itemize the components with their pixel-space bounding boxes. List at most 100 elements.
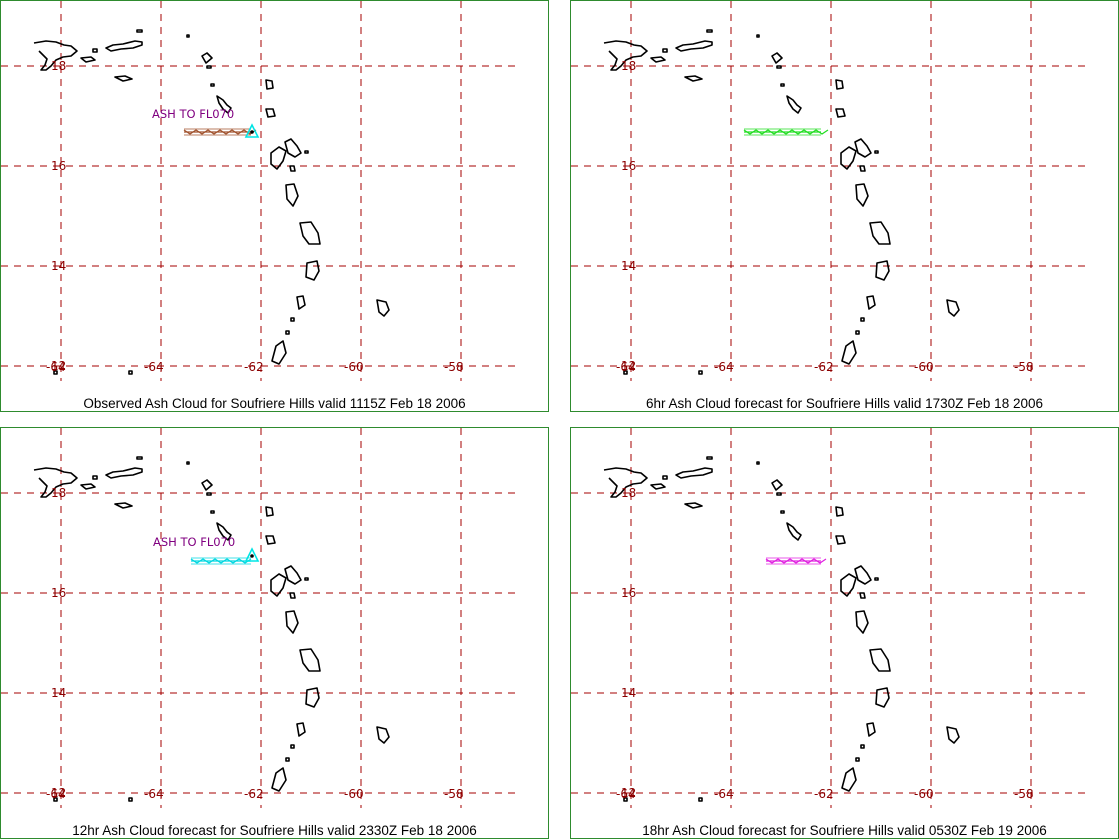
- longitude-label: -64: [46, 787, 66, 801]
- island-outline: [285, 330, 290, 335]
- island-outline: [771, 52, 783, 64]
- ash-altitude-label: ASH TO FL070: [152, 107, 234, 121]
- latitude-label: 12: [621, 786, 636, 800]
- latitude-label: 12: [621, 359, 636, 373]
- latitude-label: 12: [51, 786, 66, 800]
- island-outline: [53, 797, 58, 802]
- ash-cloud-plume: [190, 557, 252, 565]
- island-outline: [650, 483, 666, 490]
- island-outline: [285, 757, 290, 762]
- longitude-label: -62: [814, 360, 834, 374]
- island-outline: [835, 535, 846, 545]
- longitude-label: -62: [814, 787, 834, 801]
- panel-caption: Observed Ash Cloud for Soufriere Hills v…: [83, 396, 466, 411]
- island-outline: [289, 592, 296, 599]
- latitude-label: 18: [621, 59, 636, 73]
- island-outline: [874, 150, 879, 154]
- island-outline: [706, 456, 713, 460]
- island-outline: [80, 483, 96, 490]
- ash-plume-hatch: [765, 558, 827, 564]
- island-outline: [265, 79, 274, 90]
- island-outline: [946, 299, 960, 317]
- island-outline: [780, 510, 785, 514]
- island-outline: [136, 29, 143, 33]
- island-outline: [859, 592, 866, 599]
- island-outline: [786, 522, 802, 541]
- island-outline: [835, 79, 844, 90]
- ash-plume-hatch: [190, 558, 252, 564]
- volcano-location-dot: [250, 130, 254, 134]
- island-outline: [623, 370, 628, 375]
- lat-lon-grid: [1, 1, 521, 381]
- island-outline: [296, 295, 306, 310]
- island-outline: [855, 757, 860, 762]
- island-outline: [855, 183, 869, 207]
- island-outline: [866, 722, 876, 737]
- latitude-label: 14: [51, 259, 66, 273]
- panel-12hr-forecast: 18 16 14 12 -64 -62 -60 -58 -64 ASH TO FL070 12hr…: [0, 427, 549, 839]
- island-outline: [662, 48, 668, 53]
- longitude-label: -62: [244, 360, 264, 374]
- island-outline: [305, 260, 320, 281]
- island-outline: [771, 479, 783, 491]
- island-outline: [265, 108, 276, 118]
- island-outline: [684, 502, 703, 509]
- coastlines: [33, 456, 390, 802]
- longitude-label: -64: [46, 360, 66, 374]
- latitude-label: 16: [51, 159, 66, 173]
- island-outline: [105, 40, 143, 52]
- island-outline: [376, 299, 390, 317]
- island-outline: [216, 522, 232, 541]
- ash-plume-hatch: [183, 129, 257, 135]
- island-outline: [105, 467, 143, 479]
- panel-caption: 6hr Ash Cloud forecast for Soufriere Hil…: [646, 396, 1043, 411]
- island-outline: [114, 502, 133, 509]
- island-outline: [854, 565, 872, 585]
- panel-caption: 18hr Ash Cloud forecast for Soufriere Hi…: [642, 823, 1047, 838]
- island-outline: [623, 797, 628, 802]
- island-outline: [650, 56, 666, 63]
- island-outline: [285, 183, 299, 207]
- longitude-label: -64: [616, 787, 636, 801]
- island-outline: [128, 797, 133, 802]
- island-outline: [855, 330, 860, 335]
- longitude-label: -60: [914, 360, 934, 374]
- island-outline: [33, 40, 78, 71]
- island-outline: [206, 492, 212, 496]
- island-outline: [299, 648, 321, 672]
- island-outline: [296, 722, 306, 737]
- island-outline: [835, 506, 844, 517]
- island-outline: [270, 146, 287, 170]
- island-outline: [603, 467, 648, 498]
- island-outline: [866, 295, 876, 310]
- ash-cloud-plume: [183, 128, 257, 136]
- island-outline: [859, 165, 866, 172]
- latitude-label: 12: [51, 359, 66, 373]
- longitude-label: -60: [914, 787, 934, 801]
- island-outline: [835, 108, 846, 118]
- longitude-label: -58: [1014, 360, 1034, 374]
- island-outline: [216, 95, 232, 114]
- island-outline: [206, 65, 212, 69]
- coastlines: [603, 456, 960, 802]
- island-outline: [265, 535, 276, 545]
- island-outline: [284, 138, 302, 158]
- island-outline: [860, 744, 865, 749]
- island-outline: [780, 83, 785, 87]
- island-outline: [875, 687, 890, 708]
- panel-caption: 12hr Ash Cloud forecast for Soufriere Hi…: [72, 823, 477, 838]
- island-outline: [285, 610, 299, 634]
- island-outline: [270, 573, 287, 597]
- island-outline: [869, 221, 891, 245]
- island-outline: [304, 150, 309, 154]
- island-outline: [92, 475, 98, 480]
- island-outline: [201, 479, 213, 491]
- island-outline: [869, 648, 891, 672]
- latitude-label: 16: [621, 159, 636, 173]
- island-outline: [290, 744, 295, 749]
- longitude-label: -60: [344, 787, 364, 801]
- ash-cloud-plume: [765, 557, 827, 565]
